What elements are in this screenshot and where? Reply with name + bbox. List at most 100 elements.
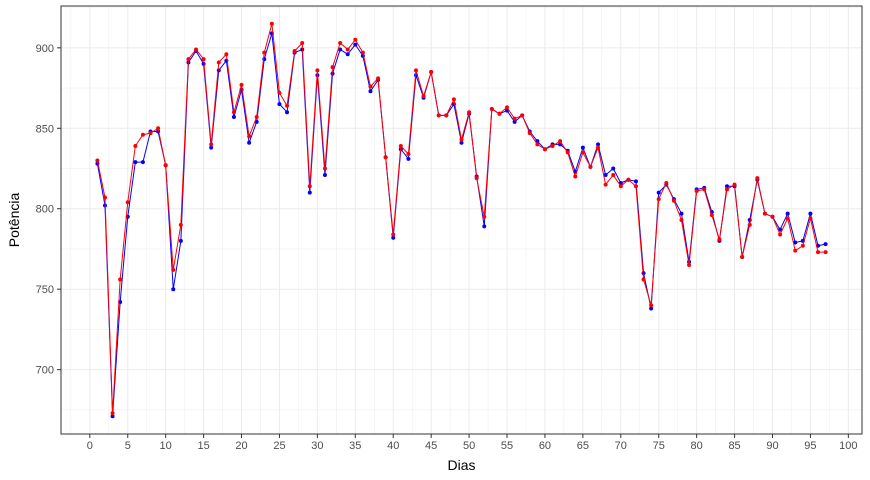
series-1-point <box>171 287 176 292</box>
series-2-point <box>512 116 517 121</box>
x-tick-label: 35 <box>349 440 361 452</box>
x-tick-label: 100 <box>839 440 857 452</box>
series-1-point <box>808 211 813 216</box>
series-2-point <box>497 111 502 116</box>
series-2-point <box>269 21 274 26</box>
series-2-point <box>596 145 601 150</box>
series-2-point <box>740 255 745 260</box>
series-1-point <box>231 115 236 120</box>
series-2-point <box>489 106 494 111</box>
series-2-point <box>209 142 214 147</box>
series-2-point <box>330 65 335 70</box>
x-tick-label: 5 <box>125 440 131 452</box>
series-2-point <box>254 115 259 120</box>
series-1-point <box>603 172 608 177</box>
series-2 <box>95 21 828 416</box>
series-2-point <box>171 267 176 272</box>
series-2-point <box>687 263 692 268</box>
series-2-point <box>292 49 297 54</box>
series-2-point <box>762 211 767 216</box>
series-2-point <box>550 143 555 148</box>
series-2-point <box>178 222 183 227</box>
x-axis-title: Dias <box>447 457 475 473</box>
series-2-point <box>778 232 783 237</box>
y-tick-label: 800 <box>36 204 54 216</box>
series-2-point <box>186 57 191 62</box>
series-2-point <box>406 152 411 157</box>
series-1-point <box>793 240 798 245</box>
series-2-point <box>816 250 821 255</box>
series-2-point <box>413 68 418 73</box>
series-1-point <box>216 68 221 73</box>
series-1-point <box>353 42 358 47</box>
y-tick-label: 750 <box>36 284 54 296</box>
series-2-point <box>694 189 699 194</box>
series-2-point <box>656 197 661 202</box>
series-2-point <box>724 187 729 192</box>
series-1-point <box>823 242 828 247</box>
series-2-point <box>709 213 714 218</box>
series-2-point <box>573 174 578 179</box>
series-1-point <box>133 160 138 165</box>
series-1-point <box>611 166 616 171</box>
series-2-point <box>467 110 472 115</box>
series-1-point <box>656 190 661 195</box>
series-2-point <box>262 50 267 55</box>
series-2-point <box>231 110 236 115</box>
series-1-point <box>110 414 115 419</box>
series-2-point <box>679 218 684 222</box>
series-2-point <box>338 41 343 46</box>
series-2-point <box>520 113 525 118</box>
series-2-point <box>641 277 646 282</box>
series-2-point <box>785 216 790 221</box>
x-tick-label: 10 <box>160 440 172 452</box>
series-2-point <box>717 237 722 242</box>
series-1-point <box>406 156 411 161</box>
series-2-point <box>459 137 464 142</box>
series-2-point <box>277 90 282 95</box>
y-tick-label: 900 <box>36 43 54 55</box>
series-1-point <box>649 306 654 311</box>
minor-gridlines <box>61 6 862 434</box>
series-2-point <box>285 103 290 108</box>
x-tick-label: 45 <box>425 440 437 452</box>
series-1-point <box>338 47 343 52</box>
series-2-point <box>307 184 312 189</box>
x-tick-label: 55 <box>501 440 513 452</box>
series-1-point <box>209 145 214 150</box>
series-2-point <box>156 126 161 131</box>
series-2-point <box>315 68 320 73</box>
series-2-point <box>353 37 358 42</box>
series-2-point <box>345 47 350 52</box>
series-1-point <box>785 211 790 216</box>
series-2-point <box>649 303 654 308</box>
series-2-point <box>125 200 130 205</box>
x-tick-label: 70 <box>615 440 627 452</box>
series-2-point <box>565 150 570 155</box>
series-2-point <box>542 147 547 152</box>
x-tick-label: 40 <box>387 440 399 452</box>
x-tick-label: 85 <box>728 440 740 452</box>
series-1-point <box>778 227 783 232</box>
series-2-point <box>618 184 623 189</box>
series-2-point <box>732 182 737 187</box>
series-2-point <box>300 41 305 46</box>
series-1-point <box>277 102 282 107</box>
series-2-point <box>611 172 616 177</box>
x-tick-label: 30 <box>311 440 323 452</box>
series-2-point <box>588 164 593 169</box>
series-2-point <box>436 113 441 118</box>
series-2-point <box>474 176 479 181</box>
series-2-point <box>391 232 396 237</box>
series-2-point <box>239 82 244 87</box>
y-axis: 700 750 800 850 900 <box>36 43 61 377</box>
series-2-point <box>398 143 403 148</box>
y-tick-label: 700 <box>36 365 54 377</box>
series-2-point <box>823 250 828 255</box>
series-2-point <box>800 243 805 248</box>
series-2-point <box>247 134 252 139</box>
series-2-point <box>603 182 608 187</box>
series-1-point <box>596 142 601 147</box>
x-axis: 0 5 10 15 20 25 30 35 40 45 50 55 60 65 70 75 80 85 90 95 10… <box>87 434 858 452</box>
series-2-point <box>482 214 487 219</box>
